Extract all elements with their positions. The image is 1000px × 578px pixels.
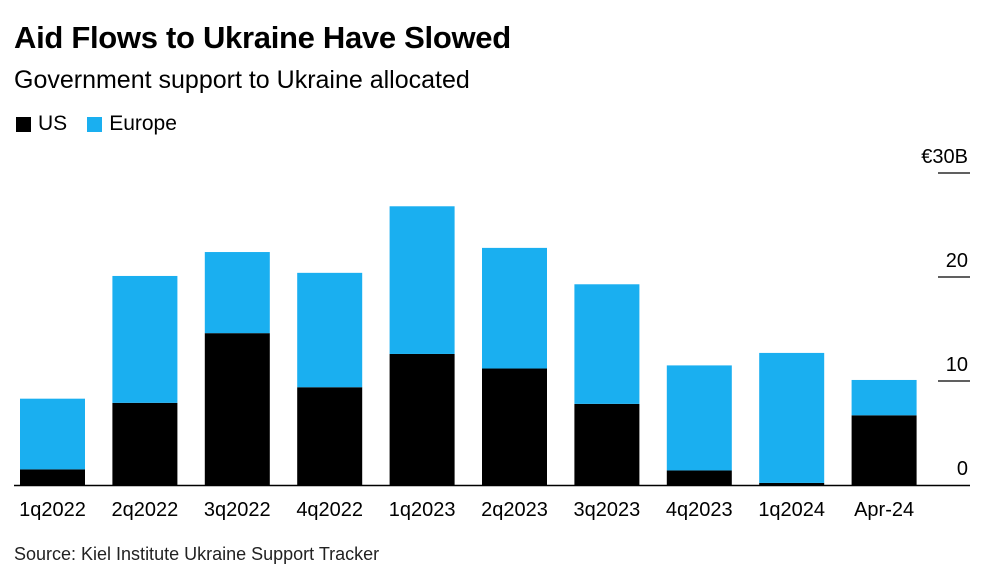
bar-us xyxy=(482,368,547,485)
legend-item-europe: Europe xyxy=(87,112,177,136)
bar-europe xyxy=(482,247,547,369)
y-tick-label: 0 xyxy=(957,458,968,480)
bar-us xyxy=(204,333,270,485)
x-tick-label: 2q2023 xyxy=(481,499,548,521)
bar-europe xyxy=(574,284,640,404)
bar-us xyxy=(389,353,455,485)
bar-europe xyxy=(666,365,732,471)
bar-us xyxy=(851,415,917,485)
bar-europe xyxy=(759,352,825,483)
y-tick-label: €30B xyxy=(921,146,968,168)
legend-item-us: US xyxy=(16,112,67,136)
x-tick-label: 3q2022 xyxy=(204,499,271,521)
legend-label-europe: Europe xyxy=(109,112,177,135)
legend-swatch-us xyxy=(16,116,31,132)
y-tick-label: 10 xyxy=(946,354,968,376)
x-tick-label: 4q2022 xyxy=(296,499,363,521)
bar-us xyxy=(20,469,85,485)
legend-swatch-europe xyxy=(87,116,103,132)
legend-label-us: US xyxy=(38,112,68,135)
x-tick-label: 2q2022 xyxy=(112,499,179,521)
bar-europe xyxy=(297,272,363,388)
source-note: Source: Kiel Institute Ukraine Support T… xyxy=(14,544,380,564)
x-tick-label: 1q2023 xyxy=(389,499,456,521)
chart-subtitle: Government support to Ukraine allocated xyxy=(14,66,470,94)
bar-europe xyxy=(851,379,917,416)
bar-us xyxy=(574,403,640,485)
x-tick-label: 3q2023 xyxy=(574,499,641,521)
x-tick-label: 1q2022 xyxy=(19,499,86,521)
x-tick-label: 4q2023 xyxy=(666,499,733,521)
bar-us xyxy=(297,387,363,485)
x-tick-label: 1q2024 xyxy=(758,499,825,521)
bar-us xyxy=(759,482,825,485)
legend: US Europe xyxy=(16,112,197,136)
bar-us xyxy=(112,402,178,485)
y-tick-label: 20 xyxy=(946,250,968,272)
bar-europe xyxy=(389,206,455,354)
bar-europe xyxy=(112,275,178,403)
bar-europe xyxy=(204,252,270,334)
bar-us xyxy=(666,470,732,485)
bar-europe xyxy=(20,398,85,470)
x-tick-label: Apr-24 xyxy=(854,499,914,521)
chart-title: Aid Flows to Ukraine Have Slowed xyxy=(14,20,511,55)
